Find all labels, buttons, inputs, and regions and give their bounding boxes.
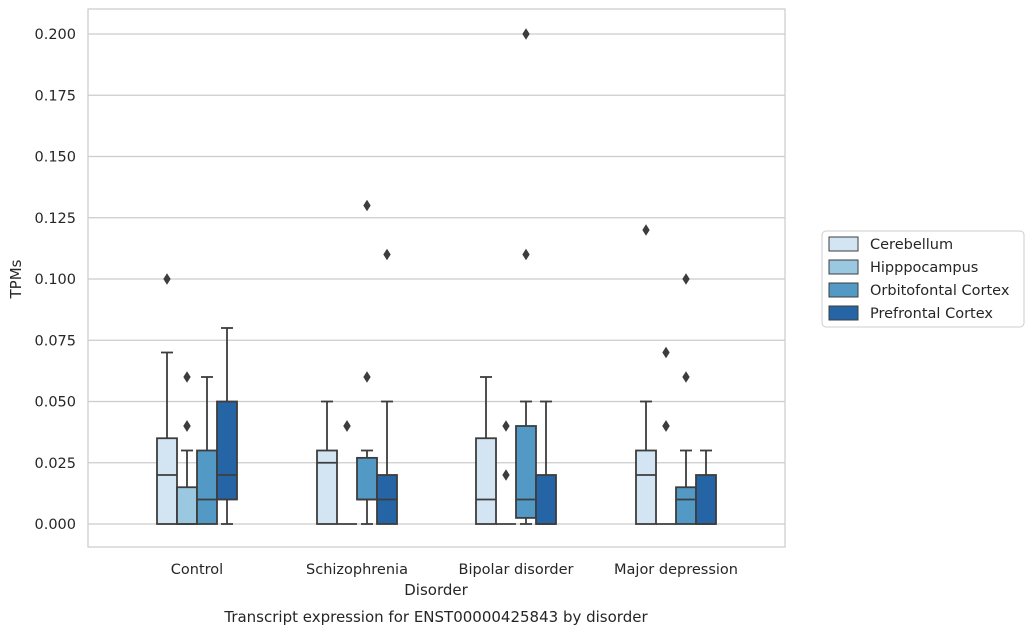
legend-label: Cerebellum [870, 237, 953, 253]
outlier-marker [502, 420, 510, 432]
plot-frame [87, 8, 786, 548]
legend-label: Prefrontal Cortex [870, 306, 993, 322]
box-body [675, 486, 697, 525]
box-hipppocampus [496, 420, 516, 525]
box-body [695, 474, 717, 525]
y-tick-label: 0.125 [34, 211, 76, 227]
box-hipppocampus [656, 346, 676, 525]
box-body [156, 437, 178, 525]
outlier-marker [183, 371, 191, 383]
legend-label: Orbitofontal Cortex [870, 283, 1010, 299]
x-axis-ticks: Control Schizophrenia Bipolar disorder Majo… [171, 562, 738, 578]
outlier-marker [183, 420, 191, 432]
box-series [156, 28, 717, 525]
outlier-marker [383, 248, 391, 261]
box-cerebellum [635, 224, 657, 525]
y-tick-label: 0.075 [34, 333, 76, 349]
box-hipppocampus [176, 371, 198, 525]
y-tick-label: 0.000 [34, 517, 76, 533]
legend-swatch [828, 259, 859, 275]
outlier-marker [163, 273, 171, 285]
box-prefrontal-cortex [695, 449, 717, 525]
y-axis-title: TPMs [7, 259, 25, 299]
box-body [635, 449, 657, 525]
chart-title: Transcript expression for ENST0000042584… [223, 608, 648, 626]
box-cerebellum [316, 400, 338, 525]
box-orbitofontal-cortex [196, 376, 218, 525]
x-tick-label: Control [171, 562, 223, 578]
y-tick-label: 0.100 [34, 272, 76, 288]
outlier-marker [662, 346, 670, 359]
legend-swatch [828, 236, 859, 252]
box-cerebellum [156, 273, 178, 525]
box-body [515, 425, 537, 519]
box-body [196, 449, 218, 525]
x-tick-label: Major depression [614, 562, 738, 578]
legend-swatch [828, 282, 859, 298]
outlier-marker [522, 248, 530, 261]
outlier-marker [662, 420, 670, 432]
legend: Cerebellum Hipppocampus Orbitofontal Corte… [821, 230, 1025, 328]
outlier-marker [682, 371, 690, 383]
outlier-marker [343, 420, 351, 432]
box-body [535, 474, 557, 525]
y-tick-label: 0.200 [34, 27, 76, 43]
y-tick-label: 0.150 [34, 150, 76, 166]
outlier-marker [522, 28, 530, 40]
legend-label: Hipppocampus [870, 260, 978, 276]
outlier-marker [642, 224, 650, 236]
outlier-marker [363, 371, 371, 383]
y-tick-label: 0.175 [34, 88, 76, 104]
outlier-marker [502, 469, 510, 481]
x-axis-title: Disorder [404, 581, 468, 599]
box-body [316, 449, 338, 525]
box-cerebellum [475, 376, 497, 525]
legend-swatch [828, 305, 859, 321]
x-tick-label: Bipolar disorder [459, 562, 574, 578]
x-tick-label: Schizophrenia [306, 562, 408, 578]
y-tick-label: 0.025 [34, 456, 76, 472]
legend-frame [821, 230, 1025, 328]
box-hipppocampus [337, 420, 357, 525]
box-body [475, 437, 497, 525]
box-prefrontal-cortex [216, 327, 238, 525]
box-orbitofontal-cortex [515, 28, 537, 525]
box-prefrontal-cortex [535, 400, 557, 525]
y-axis-ticks: 0.000 0.025 0.050 0.075 0.100 0.125 0.150 0.175… [34, 27, 76, 533]
box-body [216, 400, 238, 501]
box-body [176, 486, 198, 525]
outlier-marker [363, 199, 371, 212]
y-tick-label: 0.050 [34, 395, 76, 411]
outlier-marker [682, 273, 690, 285]
box-prefrontal-cortex [376, 248, 398, 525]
box-body [356, 456, 378, 501]
